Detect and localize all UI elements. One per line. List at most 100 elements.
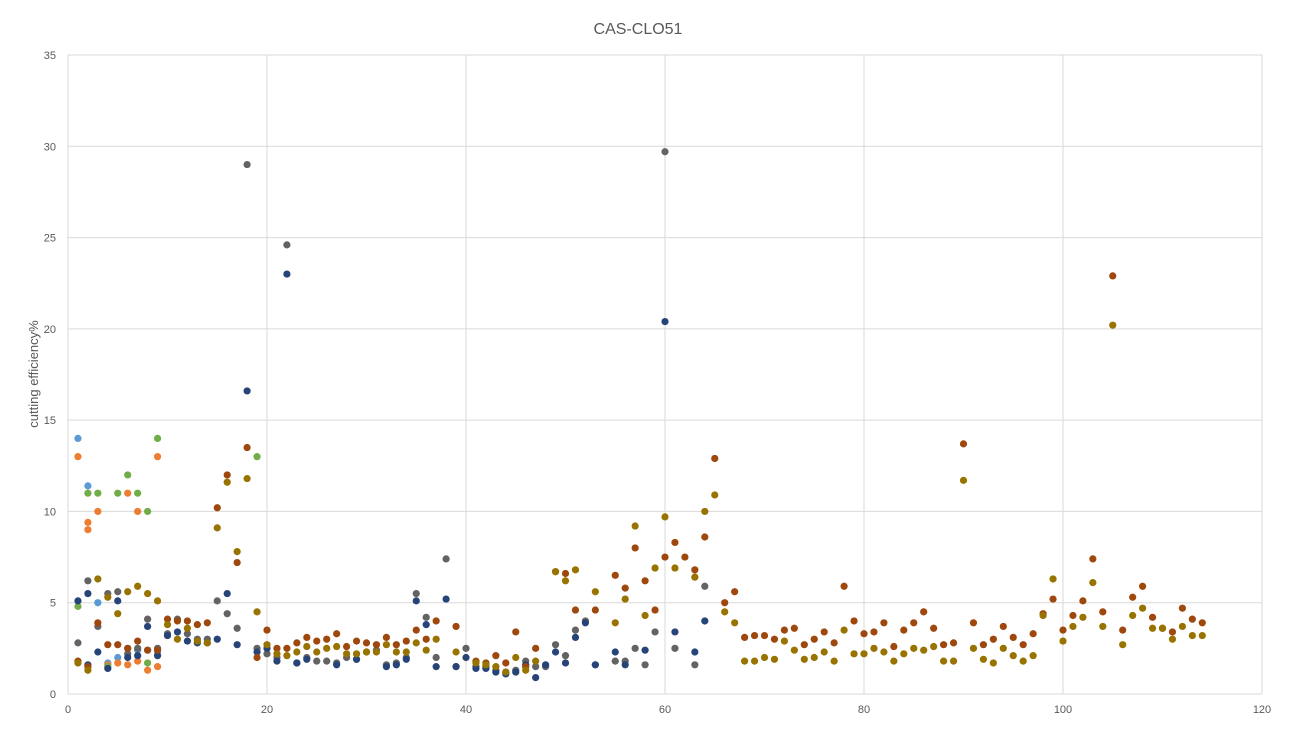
data-point — [163, 621, 172, 629]
data-point — [343, 642, 351, 651]
data-point — [352, 637, 361, 645]
data-point — [1178, 604, 1186, 612]
data-point — [134, 644, 142, 652]
data-point — [372, 641, 381, 649]
data-point — [333, 642, 341, 651]
data-point — [382, 663, 390, 671]
data-point — [243, 443, 251, 452]
data-point — [741, 657, 749, 665]
data-point — [651, 564, 659, 572]
data-point — [1019, 657, 1027, 665]
x-tick-label: 100 — [1054, 704, 1072, 716]
data-point — [532, 663, 540, 671]
data-point — [910, 619, 918, 627]
data-point — [253, 453, 261, 461]
data-point — [959, 476, 968, 484]
data-point — [422, 646, 430, 654]
data-point — [193, 621, 201, 629]
data-point — [561, 659, 570, 667]
data-point — [890, 642, 898, 651]
data-point — [402, 648, 410, 656]
data-point — [790, 624, 798, 632]
data-point — [532, 644, 540, 652]
data-point — [651, 606, 659, 614]
data-point — [681, 553, 689, 561]
x-axis: 0 20 40 60 80 100 120 — [65, 704, 1271, 716]
data-point — [551, 641, 560, 649]
data-point — [611, 619, 619, 627]
data-point — [432, 617, 440, 625]
data-point — [1039, 611, 1047, 620]
data-point — [1148, 624, 1157, 632]
data-point — [343, 650, 351, 658]
data-point — [701, 507, 709, 516]
data-point — [701, 617, 709, 625]
data-point — [183, 637, 191, 645]
data-point — [333, 661, 341, 669]
data-point — [144, 666, 152, 674]
x-tick-label: 0 — [65, 704, 71, 716]
data-point — [74, 597, 82, 605]
data-point — [631, 522, 639, 530]
data-point — [701, 582, 709, 590]
data-point — [283, 270, 291, 278]
data-point — [382, 633, 390, 642]
data-point — [691, 566, 699, 574]
data-point — [313, 648, 321, 656]
data-point — [432, 663, 440, 671]
data-point — [263, 641, 271, 649]
data-point — [999, 622, 1007, 631]
data-point — [910, 644, 918, 652]
data-point — [392, 641, 400, 649]
data-point — [949, 657, 958, 665]
data-point — [183, 630, 191, 638]
data-point — [74, 639, 82, 647]
data-point — [1119, 626, 1127, 634]
data-point — [502, 659, 510, 667]
data-point — [760, 631, 769, 640]
data-point — [124, 471, 132, 479]
data-point — [333, 630, 341, 638]
data-point — [711, 491, 719, 499]
data-point — [949, 639, 958, 647]
data-point — [551, 568, 560, 576]
data-point — [790, 646, 798, 654]
data-point — [313, 637, 321, 645]
data-point — [1178, 622, 1186, 631]
data-point — [1049, 595, 1057, 603]
data-point — [691, 661, 699, 669]
data-point — [372, 648, 381, 656]
data-point — [313, 657, 321, 665]
data-point — [661, 553, 669, 561]
data-point — [750, 631, 759, 640]
data-point — [969, 619, 978, 627]
data-point — [84, 482, 92, 490]
data-point — [303, 642, 311, 651]
data-point — [114, 597, 122, 605]
data-point — [1059, 637, 1067, 645]
data-point — [1099, 608, 1107, 616]
data-point — [452, 622, 460, 631]
data-point — [571, 633, 580, 642]
data-point — [223, 589, 231, 598]
data-point — [691, 573, 699, 581]
y-axis-label: cutting efficiency% — [26, 320, 41, 428]
data-point — [581, 619, 590, 627]
series-6 — [74, 272, 1206, 671]
data-point — [920, 646, 928, 654]
data-point — [323, 657, 331, 665]
data-point — [701, 533, 709, 541]
data-point — [731, 619, 739, 627]
data-point — [124, 588, 132, 596]
data-point — [382, 641, 390, 649]
data-point — [163, 631, 172, 640]
data-point — [691, 648, 699, 656]
data-point — [243, 387, 251, 395]
data-point — [412, 589, 420, 598]
x-tick-label: 20 — [261, 704, 273, 716]
data-point — [641, 577, 649, 585]
data-point — [979, 641, 988, 649]
data-point — [213, 524, 221, 532]
data-point — [273, 650, 281, 658]
data-point — [1099, 622, 1107, 631]
